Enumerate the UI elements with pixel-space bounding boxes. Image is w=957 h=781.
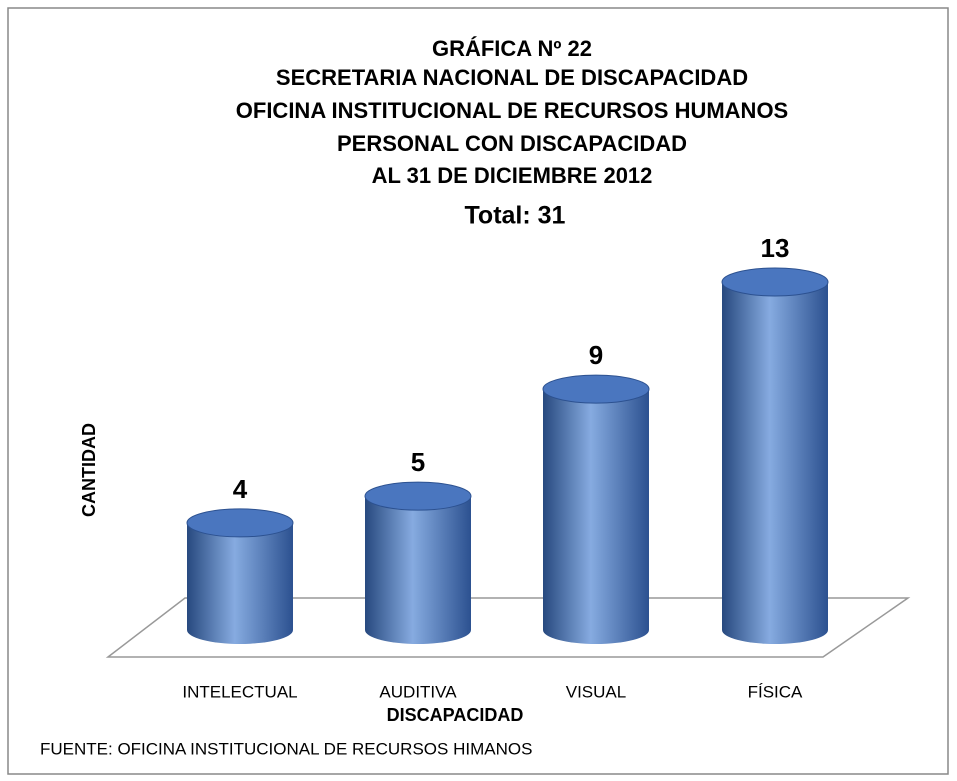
data-label: 4	[233, 474, 248, 504]
chart-title: SECRETARIA NACIONAL DE DISCAPACIDAD	[276, 65, 748, 90]
chart-title: AL 31 DE DICIEMBRE 2012	[372, 163, 653, 188]
data-label: 5	[411, 447, 425, 477]
bar-top	[186, 508, 294, 538]
bar	[187, 522, 293, 644]
source-note: FUENTE: OFICINA INSTITUCIONAL DE RECURSO…	[40, 739, 532, 758]
x-tick-label: INTELECTUAL	[182, 682, 297, 701]
bar	[365, 496, 471, 644]
bar-top	[721, 267, 829, 297]
x-tick-label: VISUAL	[566, 682, 626, 701]
chart-title: OFICINA INSTITUCIONAL DE RECURSOS HUMANO…	[236, 98, 788, 123]
x-tick-label: AUDITIVA	[379, 682, 457, 701]
bar-top	[364, 481, 472, 511]
chart-title: PERSONAL CON DISCAPACIDAD	[337, 131, 687, 156]
bar	[722, 282, 828, 644]
bar	[543, 389, 649, 644]
x-axis-label: DISCAPACIDAD	[387, 705, 524, 725]
floor	[105, 597, 911, 658]
data-label: 13	[761, 233, 790, 263]
subtitle: Total: 31	[465, 202, 566, 230]
bar-top	[542, 374, 650, 404]
chart-title: GRÁFICA Nº 22	[432, 36, 592, 61]
data-label: 9	[589, 340, 603, 370]
x-tick-label: FÍSICA	[748, 682, 803, 701]
y-axis-label: CANTIDAD	[79, 423, 99, 517]
